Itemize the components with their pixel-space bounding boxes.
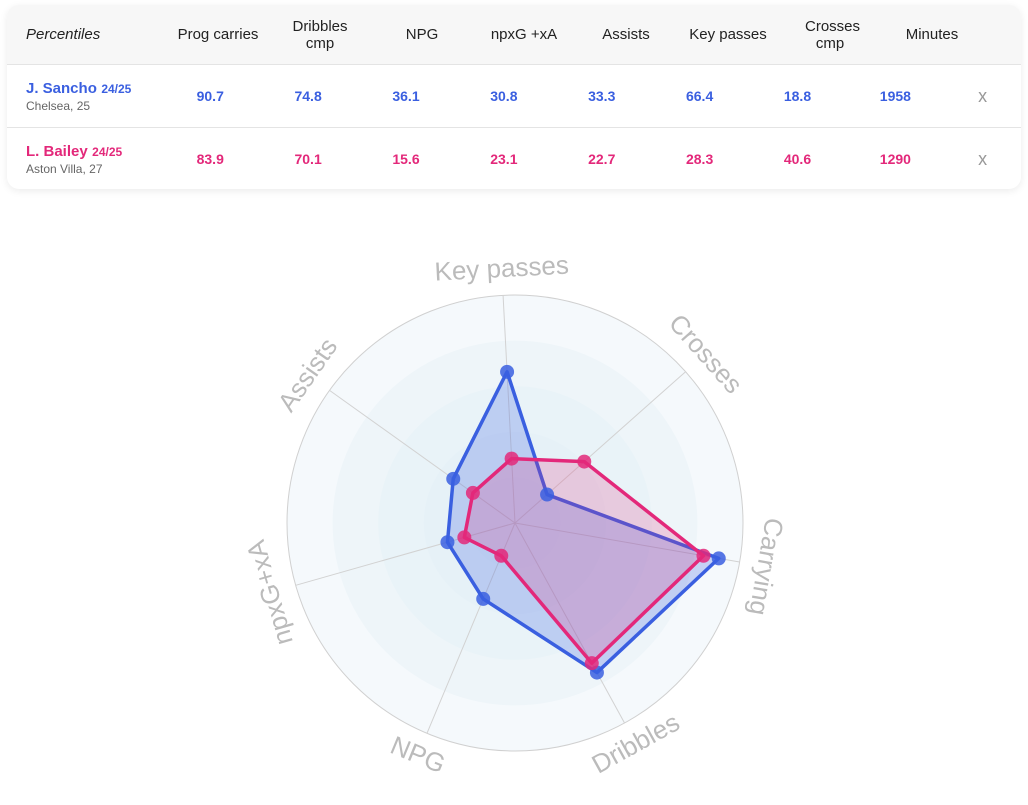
table-row: J. Sancho 24/25 Chelsea, 25 90.7 74.8 36.1 3… [7,65,1021,128]
data-point [446,471,461,486]
stat-value: 15.6 [392,151,420,167]
stat-value: 30.8 [490,88,518,104]
player-club: Chelsea, 25 [26,98,91,113]
data-point [500,364,515,379]
data-point [584,656,599,671]
stat-value: 83.9 [196,151,224,167]
table-row: L. Bailey 24/25 Aston Villa, 27 83.9 70.1 1… [7,128,1021,189]
col-npxg-xa: npxG +xA [490,26,558,43]
data-point [696,548,711,563]
stat-value: 36.1 [392,88,420,104]
col-key-passes: Key passes [689,26,767,43]
stat-value: 70.1 [294,151,322,167]
stat-value: 66.4 [685,88,714,104]
data-point [711,551,726,566]
col-minutes: Minutes [905,26,959,43]
stat-value: 1958 [879,88,911,104]
header-percentiles: Percentiles [26,26,101,43]
player-name[interactable]: L. Bailey [26,142,88,160]
player-name[interactable]: J. Sancho [26,79,97,97]
stat-value: 90.7 [196,88,224,104]
col-npg: NPG [405,26,439,43]
data-point [540,487,555,502]
stat-value: 74.8 [294,88,322,104]
stat-value: 40.6 [783,151,812,167]
player-club: Aston Villa, 27 [26,161,103,176]
player-cell: J. Sancho 24/25 Chelsea, 25 [7,80,161,113]
stat-value: 23.1 [490,151,518,167]
data-point [577,454,592,469]
series-area-bailey [462,456,706,665]
axis-label: Key passes [434,250,570,287]
stat-value: 28.3 [685,151,714,167]
data-point [440,535,455,550]
series-area-sancho [445,370,721,675]
data-point [494,548,509,563]
axis-label: Carrying [743,516,789,618]
stat-value: 1290 [879,151,911,167]
data-point [457,530,472,545]
col-crosses: Crosses cmp [805,17,861,52]
player-cell: L. Bailey 24/25 Aston Villa, 27 [7,143,161,176]
table-header: Percentiles Prog carries Dribbles cmp NP… [7,5,1021,65]
comparison-table: Percentiles Prog carries Dribbles cmp NP… [7,5,1021,189]
axis-spoke [514,522,625,724]
remove-player-button[interactable]: x [978,85,988,106]
data-point [465,485,480,500]
player-season: 24/25 [92,144,123,159]
remove-player-button[interactable]: x [978,148,988,169]
stat-value: 18.8 [783,88,812,104]
axis-spoke [329,389,516,524]
axis-spoke [295,522,516,586]
player-season: 24/25 [101,81,132,96]
col-assists: Assists [602,26,650,43]
col-prog-carries: Prog carries [177,26,259,43]
stat-value: 22.7 [588,151,616,167]
stat-value: 33.3 [588,88,616,104]
data-point [476,591,491,606]
axis-spoke [502,295,516,524]
data-point [504,451,519,466]
col-dribbles: Dribbles cmp [292,17,348,52]
